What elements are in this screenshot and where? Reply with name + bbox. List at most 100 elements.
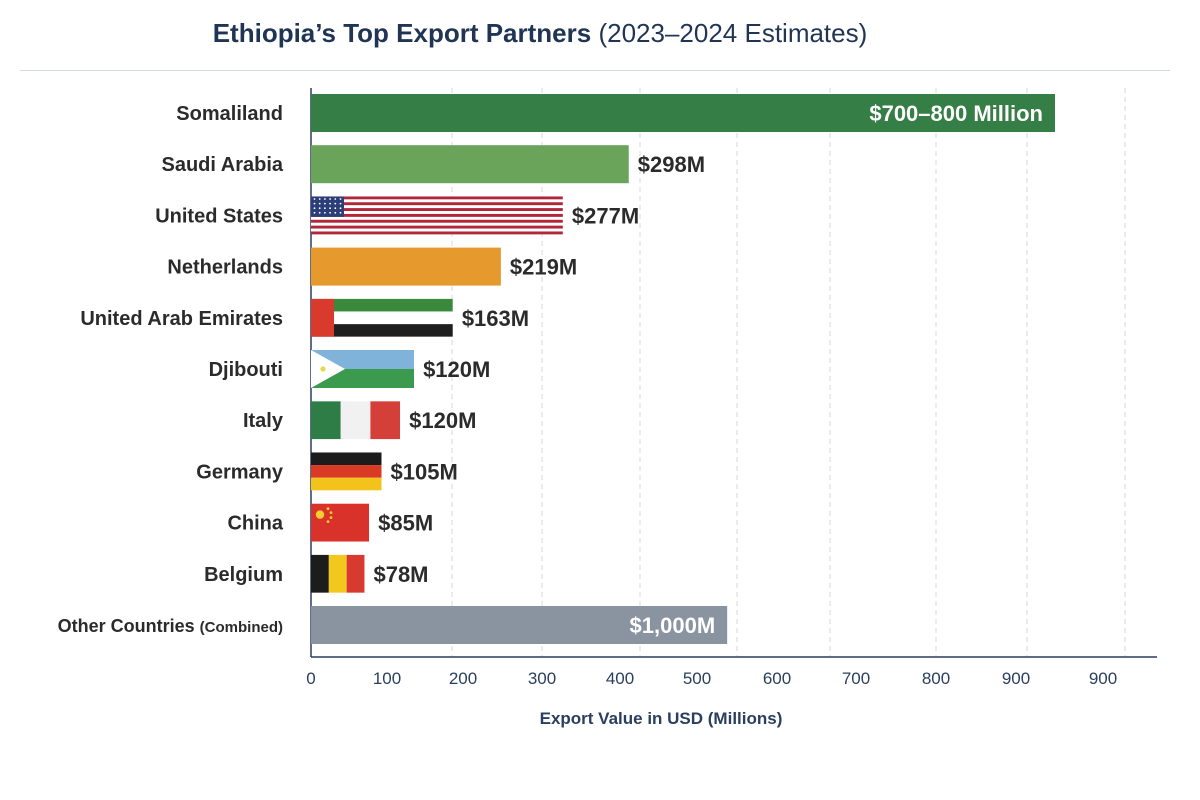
x-tick-label-10: 900 bbox=[1089, 669, 1117, 688]
canton-star bbox=[334, 198, 337, 200]
category-label-netherlands: Netherlands bbox=[167, 257, 283, 279]
title-divider bbox=[20, 70, 1170, 71]
bar-rect-netherlands bbox=[311, 247, 501, 286]
china-star bbox=[326, 507, 330, 510]
x-tick-label-3: 300 bbox=[528, 669, 556, 688]
x-tick-labels: 0 100 200 300 400 500 600 700 800 900 900 bbox=[306, 669, 1117, 688]
canton-star bbox=[318, 198, 321, 200]
category-label-saudi-arabia: Saudi Arabia bbox=[161, 154, 283, 176]
stripe bbox=[311, 219, 563, 224]
canton-star bbox=[324, 202, 326, 205]
bar-djibouti bbox=[311, 350, 415, 388]
value-label-united-states: $277M bbox=[572, 203, 639, 228]
category-label-other-countries: Other Countries (Combined) bbox=[58, 616, 283, 636]
category-label-germany: Germany bbox=[196, 461, 284, 483]
flag-united-states bbox=[311, 196, 563, 235]
canton-star bbox=[334, 211, 337, 214]
canton-star bbox=[334, 207, 337, 210]
china-star bbox=[326, 520, 330, 523]
canton-star bbox=[339, 211, 342, 214]
hoist-red bbox=[311, 298, 334, 337]
stripe bbox=[311, 225, 563, 229]
bar-china bbox=[311, 503, 370, 542]
flag-italy bbox=[311, 401, 401, 440]
value-label-belgium: $78M bbox=[373, 562, 428, 587]
category-label-belgium: Belgium bbox=[204, 564, 283, 586]
value-labels: $700–800 Million $298M $277M $219M $163M $120… bbox=[373, 101, 1043, 638]
stripe-black bbox=[311, 452, 382, 466]
category-label-somaliland: Somaliland bbox=[176, 103, 283, 125]
china-star bbox=[329, 516, 333, 519]
canton-star bbox=[313, 198, 316, 200]
category-label-text: Other Countries bbox=[58, 616, 200, 636]
bar-other-countries bbox=[311, 606, 728, 644]
canton-star bbox=[318, 211, 321, 214]
bar-netherlands bbox=[311, 247, 501, 286]
x-tick-label-6: 600 bbox=[763, 669, 791, 688]
x-tick-label-2: 200 bbox=[449, 669, 477, 688]
triangle-star bbox=[320, 366, 326, 372]
stripe-black bbox=[311, 324, 453, 337]
value-label-djibouti: $120M bbox=[423, 357, 490, 382]
canton-star bbox=[313, 202, 316, 205]
field-red bbox=[311, 503, 370, 542]
value-label-china: $85M bbox=[378, 511, 433, 536]
canton-star bbox=[318, 207, 321, 210]
canton-star bbox=[313, 211, 316, 214]
band-white bbox=[340, 401, 371, 440]
bar-italy bbox=[311, 401, 401, 440]
stripe-green bbox=[311, 298, 453, 312]
stripe bbox=[311, 199, 563, 203]
value-label-germany: $105M bbox=[391, 459, 458, 484]
bar-germany bbox=[311, 452, 382, 491]
canton-star bbox=[339, 207, 342, 210]
x-tick-label-8: 800 bbox=[922, 669, 950, 688]
canton-star bbox=[329, 198, 331, 200]
canton-star bbox=[324, 207, 326, 210]
x-tick-label-4: 400 bbox=[606, 669, 634, 688]
bars bbox=[311, 94, 1055, 644]
bar-belgium bbox=[311, 554, 365, 593]
x-tick-label-0: 0 bbox=[306, 669, 315, 688]
bar-united-arab-emirates bbox=[311, 298, 453, 337]
stripe bbox=[311, 205, 563, 209]
stripe bbox=[311, 202, 563, 206]
bar-rect-saudi-arabia bbox=[311, 145, 629, 184]
flag-canton bbox=[311, 196, 344, 217]
canton-star bbox=[324, 211, 326, 214]
canton-star bbox=[324, 198, 326, 200]
canton-star bbox=[329, 207, 331, 210]
flag-belgium bbox=[311, 554, 365, 593]
x-tick-label-5: 500 bbox=[683, 669, 711, 688]
value-label-netherlands: $219M bbox=[510, 255, 577, 280]
china-star bbox=[315, 510, 325, 519]
canton-star bbox=[329, 211, 331, 214]
value-label-somaliland: $700–800 Million bbox=[869, 101, 1043, 126]
bar-united-states bbox=[311, 196, 563, 235]
stripe bbox=[311, 228, 563, 232]
chart-title-sub: (2023–2024 Estimates) bbox=[598, 18, 868, 48]
canton-star bbox=[313, 207, 316, 210]
stripe-gold bbox=[311, 477, 382, 491]
chart-title-main: Ethiopia’s Top Export Partners bbox=[212, 18, 592, 48]
value-label-other-countries: $1,000M bbox=[630, 613, 716, 638]
category-label-italy: Italy bbox=[243, 410, 284, 432]
stripe bbox=[311, 211, 563, 215]
canton-star bbox=[339, 198, 342, 200]
category-label-djibouti: Djibouti bbox=[209, 359, 283, 381]
band-green bbox=[311, 401, 341, 440]
bar-somaliland bbox=[311, 94, 1055, 132]
chart-title: Ethiopia’s Top Export Partners (2023–202… bbox=[0, 18, 1080, 49]
stripe-blue bbox=[311, 350, 415, 369]
band-red bbox=[346, 554, 365, 593]
flag-djibouti bbox=[311, 350, 415, 388]
stripe bbox=[311, 196, 563, 200]
flag-china bbox=[311, 503, 370, 542]
x-tick-label-9: 900 bbox=[1002, 669, 1030, 688]
canton-star bbox=[339, 202, 342, 205]
flag-united-arab-emirates bbox=[311, 298, 453, 337]
stripe-red bbox=[311, 465, 382, 478]
canton-star bbox=[318, 202, 321, 205]
flag-germany bbox=[311, 452, 382, 491]
